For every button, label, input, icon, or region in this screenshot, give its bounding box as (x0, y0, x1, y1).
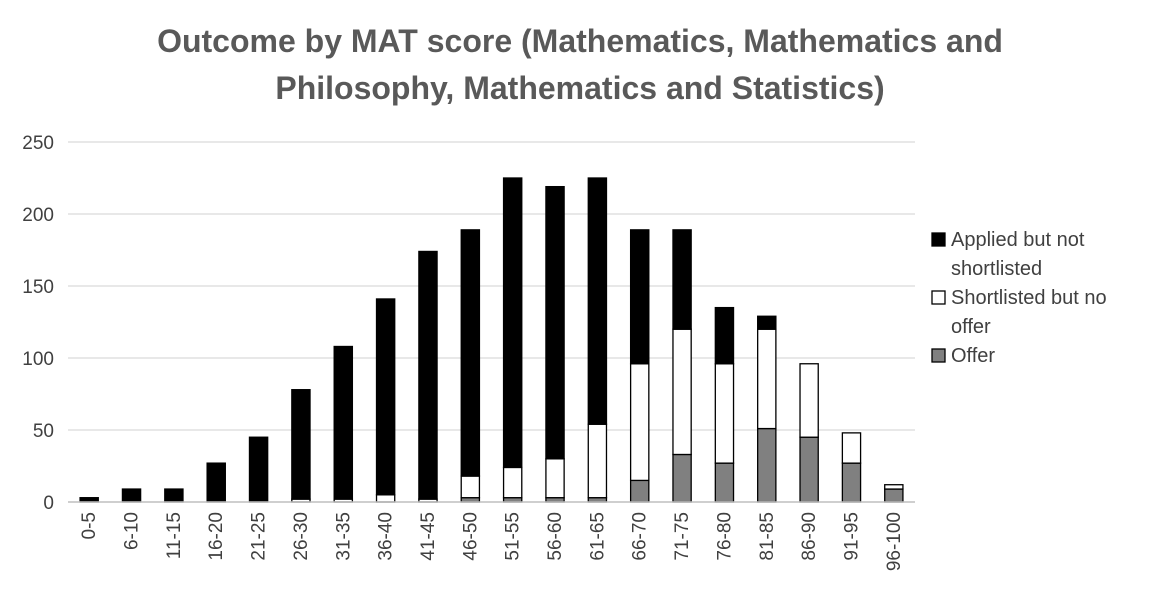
x-tick-label: 61-65 (587, 512, 608, 561)
x-tick-label: 11-15 (164, 512, 185, 559)
y-tick-label: 0 (43, 493, 54, 514)
x-tick-label: 46-50 (460, 512, 481, 561)
y-axis-ticks: 0 50 100 150 200 250 (22, 133, 54, 514)
x-tick-label: 26-30 (291, 512, 312, 561)
bar-segment-applied (504, 178, 522, 467)
bar-segment-applied (588, 178, 606, 424)
bar-segment-shortlisted (377, 495, 395, 502)
bar-segment-applied (377, 299, 395, 495)
bar-segment-shortlisted (504, 467, 522, 497)
legend-label: Offer (951, 345, 995, 367)
legend-swatch (932, 349, 945, 362)
bar-segment-applied (758, 316, 776, 329)
bar-segment-applied (673, 230, 691, 329)
legend-label: Applied but not (951, 229, 1085, 251)
bar-segment-offer (758, 429, 776, 502)
legend-swatch (932, 233, 945, 246)
y-tick-label: 150 (22, 277, 54, 298)
bar-segment-applied (546, 187, 564, 459)
y-tick-label: 200 (22, 205, 54, 226)
bar-segment-offer (842, 463, 860, 502)
x-tick-label: 71-75 (672, 512, 693, 561)
bar-segment-shortlisted (715, 364, 733, 463)
bar-segment-offer (715, 463, 733, 502)
y-tick-label: 100 (22, 349, 54, 370)
x-tick-label: 36-40 (376, 512, 397, 561)
legend-label: shortlisted (951, 258, 1042, 280)
x-tick-label: 21-25 (249, 512, 270, 561)
bar-segment-applied (292, 390, 310, 499)
y-tick-label: 250 (22, 133, 54, 154)
x-tick-label: 76-80 (714, 512, 735, 561)
y-tick-label: 50 (33, 421, 54, 442)
bar-segment-applied (122, 489, 140, 502)
bar-segment-offer (673, 454, 691, 502)
bar-segment-offer (885, 489, 903, 502)
bar-segment-shortlisted (800, 364, 818, 437)
x-tick-label: 6-10 (122, 512, 143, 550)
x-tick-label: 31-35 (333, 512, 354, 561)
x-tick-label: 56-60 (545, 512, 566, 561)
x-tick-label: 86-90 (799, 512, 820, 561)
gridlines (68, 142, 915, 430)
chart-title-line-2: Philosophy, Mathematics and Statistics) (275, 70, 884, 106)
bar-segment-shortlisted (546, 459, 564, 498)
legend: Applied but not shortlisted Shortlisted bu… (932, 229, 1107, 367)
x-tick-label: 91-95 (841, 512, 862, 561)
bar-segment-offer (631, 480, 649, 502)
x-axis-ticks: 0-5 6-10 11-15 16-20 21-25 26-30 31-35 36-40 41-… (79, 512, 905, 571)
legend-label: offer (951, 316, 991, 338)
x-tick-label: 16-20 (206, 512, 227, 561)
bar-segment-shortlisted (673, 329, 691, 454)
x-tick-label: 66-70 (630, 512, 651, 561)
x-tick-label: 81-85 (757, 512, 778, 561)
bars (80, 178, 903, 502)
bar-segment-applied (334, 346, 352, 499)
x-tick-label: 0-5 (79, 512, 100, 539)
bar-segment-shortlisted (631, 364, 649, 481)
bar-segment-applied (715, 308, 733, 364)
bar-segment-applied (165, 489, 183, 502)
bar-segment-applied (419, 251, 437, 499)
legend-swatch (932, 291, 945, 304)
bar-segment-shortlisted (758, 329, 776, 428)
bar-segment-shortlisted (885, 485, 903, 489)
x-tick-label: 96-100 (884, 512, 905, 571)
x-tick-label: 41-45 (418, 512, 439, 561)
bar-segment-shortlisted (842, 433, 860, 463)
bar-segment-shortlisted (461, 476, 479, 498)
legend-label: Shortlisted but no (951, 287, 1107, 309)
bar-segment-applied (631, 230, 649, 364)
bar-segment-applied (207, 463, 225, 502)
x-tick-label: 51-55 (503, 512, 524, 561)
chart-title-line-1: Outcome by MAT score (Mathematics, Mathe… (157, 23, 1003, 59)
bar-segment-applied (249, 437, 267, 502)
bar-segment-offer (800, 437, 818, 502)
bar-segment-applied (461, 230, 479, 476)
bar-segment-shortlisted (588, 424, 606, 497)
